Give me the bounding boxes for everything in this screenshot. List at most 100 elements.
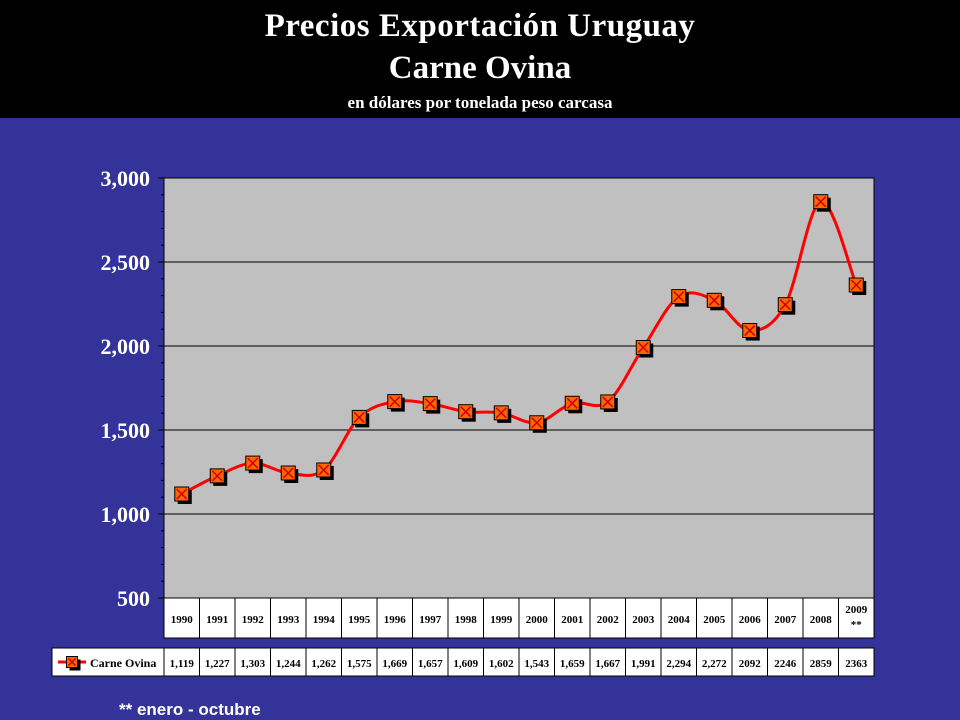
category-cell [483,597,520,639]
value-cell [412,647,449,677]
data-point [529,415,547,433]
value-label: 1,262 [311,658,336,670]
value-cell [696,647,733,677]
marker-x [815,196,827,208]
category-cell [412,597,449,639]
category-cell [163,597,200,639]
marker-x [176,488,188,500]
category-label: 1999 [490,614,513,626]
category-label: 1991 [206,614,228,626]
title-banner: Precios Exportación Uruguay Carne Ovina … [0,0,960,118]
category-label: 2004 [668,614,691,626]
category-cell [731,597,768,639]
data-point [493,405,512,423]
category-label: 2002 [597,614,620,626]
plot-area [163,177,875,599]
value-label: 2092 [739,658,762,670]
value-label: 1,543 [524,658,549,670]
marker-x [389,396,401,408]
data-point [458,404,476,422]
value-label: 2859 [810,658,833,670]
marker-x [531,417,543,429]
data-point [742,323,760,341]
value-label: 2246 [774,658,797,670]
marker-x [67,657,77,667]
data-point [813,194,831,212]
y-tick-label: 2,000 [101,334,151,359]
category-cell [554,597,591,639]
data-point [848,277,867,296]
marker-x [495,407,507,419]
value-label: 2,272 [702,658,727,670]
category-label: 2006 [739,614,762,626]
value-cell [483,647,520,677]
marker-x [353,411,365,423]
category-cell [305,597,342,639]
category-cell [589,597,626,639]
category-cell [696,597,733,639]
category-label: 1997 [419,614,442,626]
chart-title: Precios Exportación Uruguay [264,8,696,44]
data-point [564,395,583,414]
chart-subtitle: Carne Ovina [388,50,572,86]
value-label: 1,244 [276,658,301,670]
value-cell [376,647,413,677]
value-cell [767,647,804,677]
data-point [777,297,796,315]
value-cell [270,647,307,677]
y-tick-label: 1,500 [101,418,151,443]
category-label: 2003 [632,614,655,626]
value-label: 1,657 [418,658,443,670]
category-cell [767,597,804,639]
category-label: 1996 [384,614,407,626]
value-label: 1,575 [347,658,372,670]
data-point [351,409,370,428]
category-label: 2009 [845,604,868,616]
data-point [209,468,228,486]
category-label: 1995 [348,614,371,626]
value-label: 1,669 [382,658,407,670]
marker-x [460,406,472,418]
line-chart: 500 1,000 1,500 2,000 2,500 3,000 1990 1991 199… [51,166,875,677]
value-cell [731,647,768,677]
marker-x [850,279,862,291]
legend-marker [66,656,81,671]
category-label: 2000 [526,614,549,626]
data-point [706,292,725,311]
unit-caption: en dólares por tonelada peso carcasa [347,93,613,112]
value-cell [589,647,626,677]
category-label: 1998 [455,614,478,626]
data-point [316,462,334,480]
value-cell [554,647,591,677]
marker-x [282,467,294,479]
value-label: 1,602 [489,658,514,670]
category-label: 2001 [561,614,583,626]
category-label: 1990 [171,614,194,626]
marker-x [566,397,578,409]
value-cell [625,647,662,677]
y-tick-label: 3,000 [101,166,151,191]
marker-x [708,294,720,306]
marker-x [318,464,330,476]
category-cell [341,597,378,639]
category-cell [625,597,662,639]
data-point [671,289,689,307]
category-note: ** [851,619,863,631]
data-point [600,394,618,412]
category-cell [270,597,307,639]
marker-x [247,457,259,469]
y-tick-label: 1,000 [101,502,151,527]
value-label: 2363 [845,658,868,670]
category-cell [660,597,697,639]
category-cell [199,597,236,639]
data-point [635,340,654,358]
marker-x [424,398,436,410]
value-label: 1,667 [595,658,620,670]
value-label: 1,227 [205,658,230,670]
marker-x [211,470,223,482]
category-cell [376,597,413,639]
value-cell [838,647,875,677]
data-point [422,396,441,414]
marker-x [673,291,685,303]
category-label: 2005 [703,614,726,626]
